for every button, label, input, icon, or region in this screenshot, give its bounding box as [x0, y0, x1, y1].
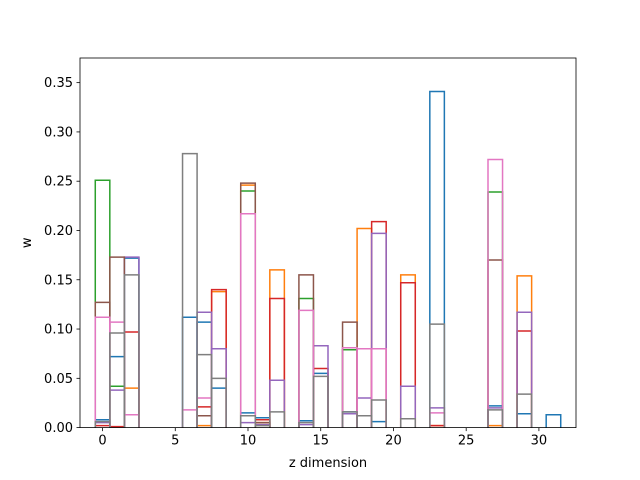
- y-axis-ticks: 0.00 0.05 0.10 0.15 0.20 0.25 0.30 0.35: [44, 76, 80, 436]
- x-tick-label: 25: [458, 434, 475, 449]
- x-axis-ticks: 0 5 10 15 20 25 30: [98, 427, 548, 449]
- x-tick-label: 15: [312, 434, 329, 449]
- x-tick-label: 30: [531, 434, 548, 449]
- y-tick-label: 0.30: [44, 125, 73, 140]
- bar-series-7-bin-2: [123, 274, 140, 428]
- bar-series-6-bin-19: [370, 348, 387, 428]
- bar-series-7-bin-29: [516, 393, 533, 428]
- x-axis-label: z dimension: [289, 456, 367, 471]
- y-tick-label: 0.05: [44, 372, 73, 387]
- bar-series-7-bin-6: [181, 152, 198, 428]
- bar-series-3-bin-12: [269, 297, 286, 428]
- y-axis-label: w: [20, 237, 35, 248]
- bar-series-7-bin-21: [399, 417, 417, 428]
- bar-series-6-bin-27: [487, 158, 504, 428]
- y-tick-label: 0.00: [44, 421, 73, 436]
- bar-series-4-bin-29: [516, 311, 533, 428]
- bar-series-7-bin-23: [429, 323, 446, 428]
- plot-frame: [79, 57, 577, 429]
- x-tick-label: 5: [171, 434, 179, 449]
- y-tick-label: 0.20: [44, 224, 73, 239]
- bar-series-4-bin-19: [370, 232, 387, 428]
- bar-series-6-bin-10: [239, 212, 257, 428]
- x-tick-label: 10: [240, 434, 257, 449]
- bar-series-7-bin-8: [210, 377, 227, 428]
- bar-series-4-bin-12: [269, 379, 286, 428]
- y-tick-label: 0.35: [44, 76, 73, 91]
- series-layer: [94, 90, 562, 428]
- bar-series-7-bin-27: [487, 409, 504, 428]
- bar-series-7-bin-19: [370, 399, 387, 428]
- y-tick-label: 0.10: [44, 323, 73, 338]
- bar-series-7-bin-15: [312, 375, 329, 428]
- bar-series-7-bin-10: [239, 415, 257, 428]
- x-tick-label: 20: [385, 434, 402, 449]
- y-tick-label: 0.15: [44, 273, 73, 288]
- series-7: [94, 152, 533, 428]
- x-tick-label: 0: [98, 434, 106, 449]
- y-tick-label: 0.25: [44, 175, 73, 190]
- bar-series-6-bin-14: [298, 309, 315, 428]
- bar-series-4-bin-21: [399, 385, 417, 428]
- bar-series-0-bin-31: [545, 414, 562, 428]
- bar-series-7-bin-12: [269, 411, 286, 428]
- bar-series-3-bin-21: [399, 281, 417, 428]
- bar-series-0-bin-23: [429, 90, 446, 428]
